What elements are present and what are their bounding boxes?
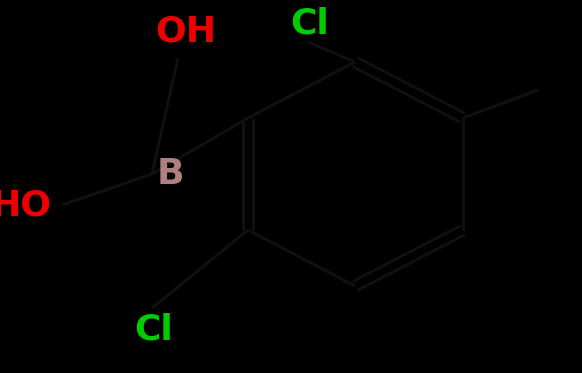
Text: HO: HO <box>0 188 52 222</box>
Text: Cl: Cl <box>134 312 173 346</box>
Text: B: B <box>157 157 184 191</box>
Text: OH: OH <box>155 14 216 48</box>
Text: Cl: Cl <box>290 6 329 40</box>
